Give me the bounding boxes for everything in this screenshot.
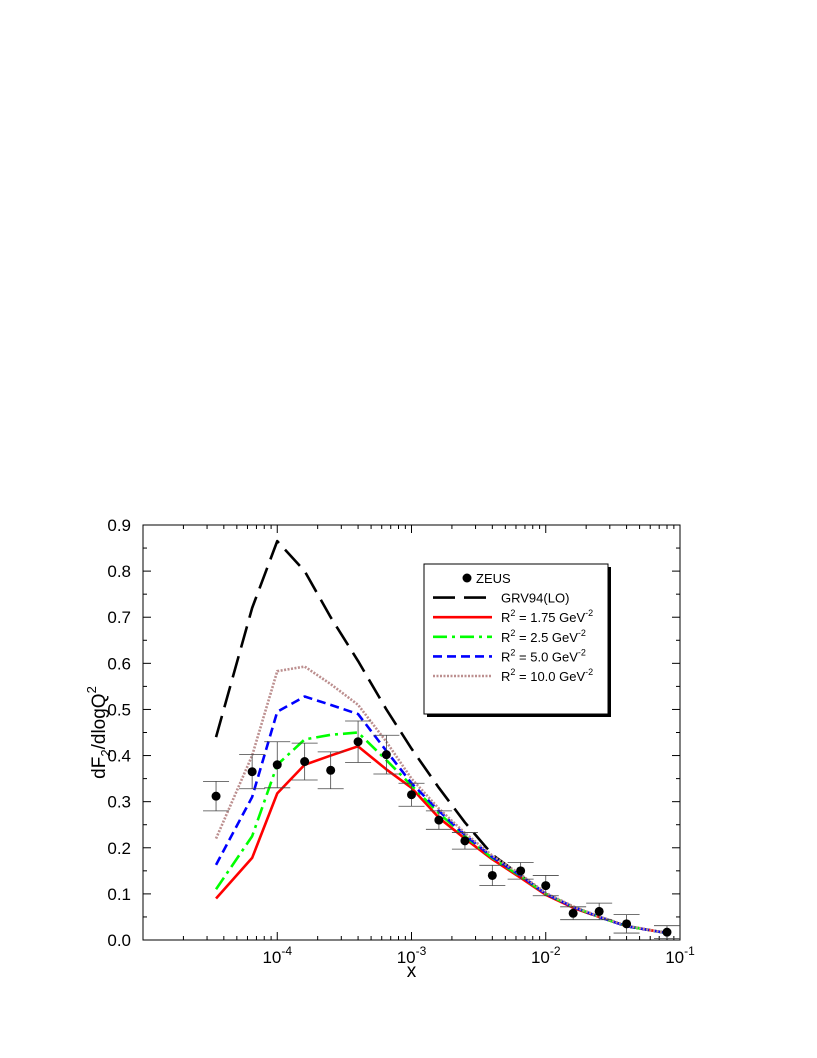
y-axis-title-superscript: 2 — [84, 686, 99, 693]
x-tick-label: 10-2 — [531, 944, 561, 967]
data-point — [479, 864, 506, 886]
legend-marker-zeus — [462, 573, 472, 583]
data-point-marker — [247, 767, 257, 777]
data-point-marker — [381, 750, 391, 760]
x-tick-label-base: 10 — [397, 948, 416, 967]
y-tick-label: 0.6 — [107, 654, 131, 673]
legend-label-2: R2 = 2.5 GeV-2 — [501, 628, 586, 645]
legend-label-superscript: -2 — [578, 628, 586, 638]
data-point-marker — [594, 906, 604, 916]
x-tick-label-base: 10 — [665, 948, 684, 967]
x-tick-label-base: 10 — [531, 948, 550, 967]
y-tick-label: 0.2 — [107, 839, 131, 858]
data-point-marker — [211, 791, 221, 801]
legend-label-zeus: ZEUS — [476, 571, 511, 586]
y-axis-title-subscript: 2 — [98, 749, 113, 756]
data-point-marker — [407, 790, 416, 800]
y-axis: 0.0 0.1 0.2 0.3 0.4 0.5 0.6 0.7 0.8 0.9 — [107, 516, 680, 950]
x-tick-label-exponent: -4 — [281, 944, 292, 958]
x-tick-label: 10-4 — [262, 944, 292, 967]
data-point-marker — [568, 908, 578, 918]
x-axis-title: x — [407, 961, 417, 982]
legend-label-superscript: -2 — [585, 608, 593, 618]
x-tick-label-exponent: -2 — [550, 944, 561, 958]
data-point-marker — [326, 765, 336, 775]
y-axis-title: dF2/dlogQ2 — [84, 686, 113, 779]
data-point-marker — [434, 815, 444, 825]
data-point-marker — [541, 881, 551, 891]
x-tick-label: 10-1 — [665, 944, 695, 967]
legend-label-text: R — [501, 630, 510, 645]
data-point-marker — [516, 866, 526, 876]
y-tick-label: 0.8 — [107, 562, 131, 581]
x-tick-label-base: 10 — [262, 948, 281, 967]
data-point-marker — [460, 836, 470, 846]
data-point — [345, 720, 372, 763]
series-line-3 — [214, 695, 668, 935]
legend-label-text: = 2.5 GeV — [515, 630, 578, 645]
data-point — [425, 810, 452, 830]
y-tick-label: 0.0 — [107, 931, 131, 950]
legend-label-superscript: 2 — [510, 628, 515, 638]
data-point — [451, 832, 478, 850]
legend-label-4: R2 = 10.0 GeV-2 — [501, 667, 593, 684]
legend-label-text: = 5.0 GeV — [515, 649, 578, 664]
data-point — [239, 754, 266, 790]
data-point — [613, 914, 640, 934]
y-axis-title-main: dF — [89, 757, 110, 779]
data-point — [264, 741, 291, 789]
data-point-marker — [622, 919, 632, 929]
y-tick-label: 0.4 — [107, 747, 131, 766]
data-point-marker — [487, 870, 497, 880]
legend-label-superscript: 2 — [510, 647, 515, 657]
y-axis-title-mid: /dlogQ — [89, 693, 110, 749]
x-tick-label: 10-3 — [397, 944, 427, 967]
legend-label-3: R2 = 5.0 GeV-2 — [501, 647, 586, 664]
legend-label-superscript: 2 — [510, 608, 515, 618]
data-point-marker — [662, 927, 672, 937]
legend-label-superscript: -2 — [585, 667, 593, 677]
legend-label-superscript: 2 — [510, 667, 515, 677]
data-point-marker — [272, 760, 282, 770]
y-tick-label: 0.3 — [107, 793, 131, 812]
legend-label-1: R2 = 1.75 GeV-2 — [501, 608, 593, 625]
data-point-marker — [353, 737, 363, 747]
y-tick-label: 0.9 — [107, 516, 131, 535]
x-tick-label-exponent: -3 — [416, 944, 427, 958]
data-point-marker — [300, 757, 310, 767]
legend-box — [423, 563, 609, 715]
x-tick-label-exponent: -1 — [684, 944, 695, 958]
y-tick-label: 0.5 — [107, 700, 131, 719]
y-tick-label: 0.1 — [107, 885, 131, 904]
data-point — [317, 751, 344, 790]
data-point — [373, 734, 400, 775]
data-point — [653, 925, 680, 940]
data-point — [586, 902, 613, 921]
data-points-layer — [203, 720, 680, 940]
data-point — [560, 906, 587, 921]
series-line-4 — [214, 665, 668, 935]
legend-label-text: = 1.75 GeV — [515, 610, 585, 625]
legend-label-text: R — [501, 610, 510, 625]
data-point — [507, 862, 534, 880]
data-point — [532, 875, 559, 897]
data-point — [291, 742, 318, 781]
legend-label-text: = 10.0 GeV — [515, 669, 585, 684]
y-tick-label: 0.7 — [107, 608, 131, 627]
legend-label-0: GRV94(LO) — [501, 591, 569, 606]
legend-label-superscript: -2 — [578, 647, 586, 657]
data-point — [203, 780, 230, 812]
legend-label-text: R — [501, 649, 510, 664]
x-axis: 10-4 10-3 10-2 10-1 — [142, 525, 695, 967]
data-point — [398, 782, 425, 807]
legend-label-text: R — [501, 669, 510, 684]
